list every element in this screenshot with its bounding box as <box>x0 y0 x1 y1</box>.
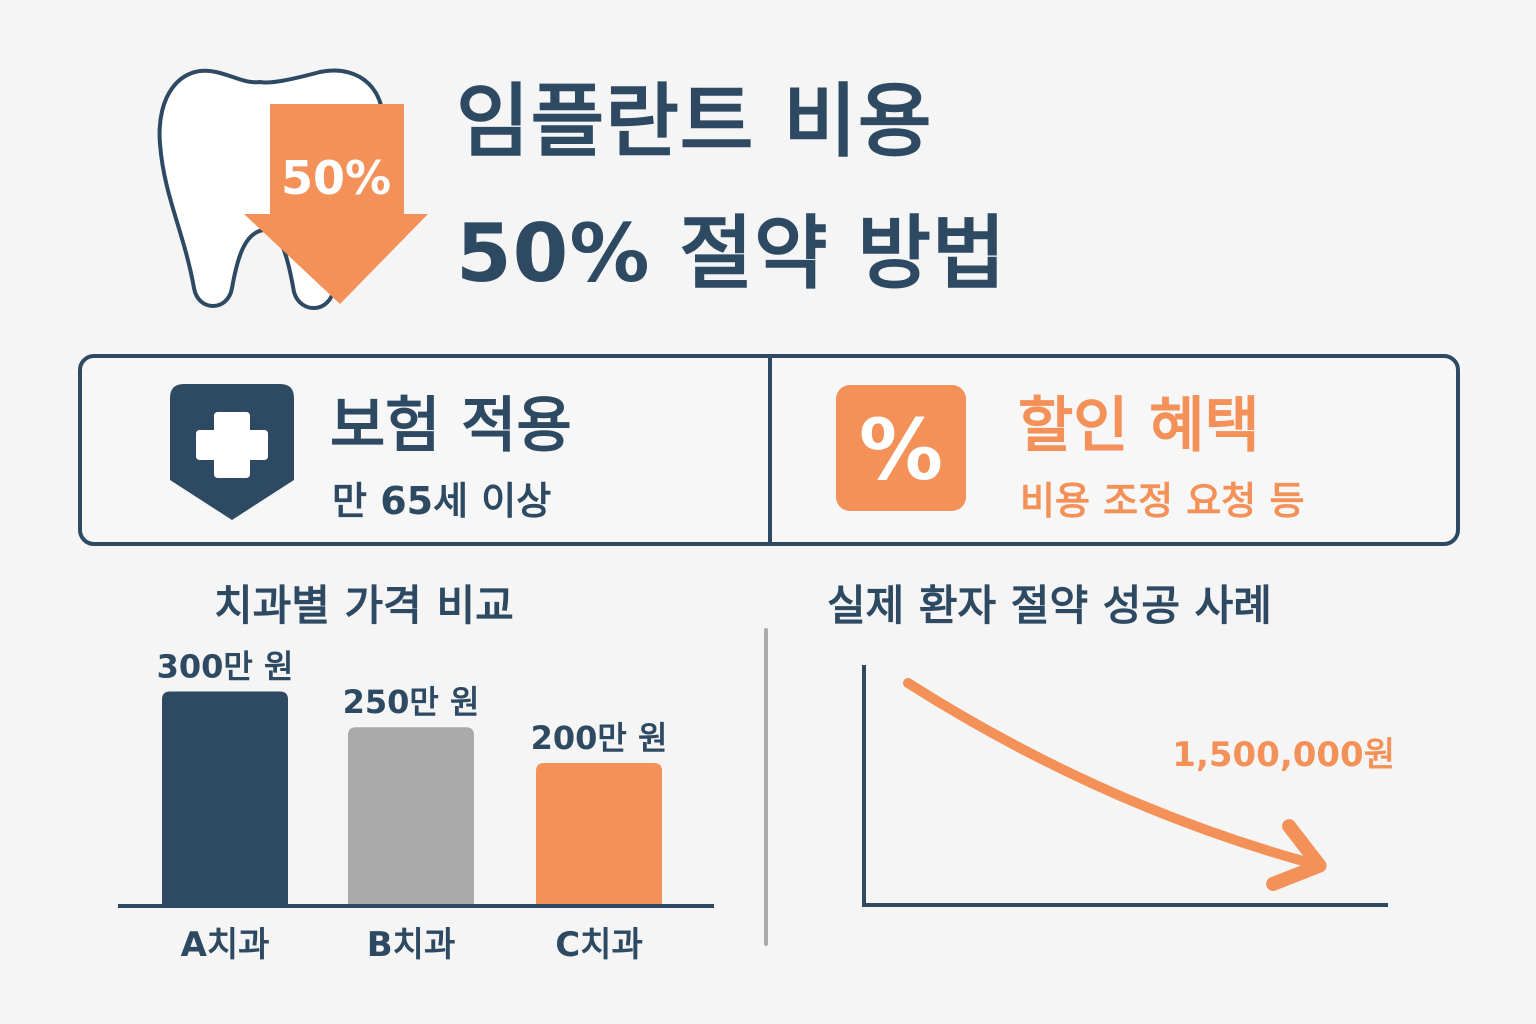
benefit-panel: 보험 적용 만 65세 이상 % 할인 혜택 비용 조정 요청 등 <box>78 354 1460 546</box>
section-divider <box>764 628 768 946</box>
discount-benefit-title: 할인 혜택 <box>1018 391 1260 461</box>
bar-2 <box>348 727 474 906</box>
page-title-line-2: 50% 절약 방법 <box>456 207 1007 300</box>
price-bar-chart: 300만 원 A치과 250만 원 B치과 200만 원 C치과 <box>118 647 714 965</box>
panel-divider <box>768 358 772 542</box>
savings-trend-chart: 1,500,000원 <box>862 665 1395 907</box>
insurance-benefit-subtitle: 만 65세 이상 <box>332 479 552 523</box>
bar-1 <box>162 691 288 906</box>
price-comparison-heading: 치과별 가격 비교 <box>214 581 514 630</box>
savings-trend-line <box>903 678 1327 891</box>
insurance-benefit-title: 보험 적용 <box>330 391 572 461</box>
savings-amount-label: 1,500,000원 <box>1172 735 1395 775</box>
bar-value-label: 200만 원 <box>531 719 668 757</box>
page-title-line-1: 임플란트 비용 <box>456 75 933 168</box>
discount-benefit-subtitle: 비용 조정 요청 등 <box>1020 479 1305 523</box>
success-case-heading: 실제 환자 절약 성공 사례 <box>827 581 1272 630</box>
shield-plus-icon <box>170 384 294 520</box>
bar-value-label: 250만 원 <box>343 683 480 721</box>
percent-icon: % <box>836 385 966 511</box>
bar-category-label: B치과 <box>367 925 455 965</box>
bar-category-label: C치과 <box>555 925 643 965</box>
bar-3 <box>536 762 662 906</box>
down-arrow-icon <box>244 104 428 304</box>
discount-badge: 50% <box>281 151 391 205</box>
bar-category-label: A치과 <box>181 925 270 965</box>
bar-value-label: 300만 원 <box>157 647 294 685</box>
tooth-discount-icon: 50% <box>157 68 428 310</box>
percent-glyph: % <box>859 401 943 499</box>
